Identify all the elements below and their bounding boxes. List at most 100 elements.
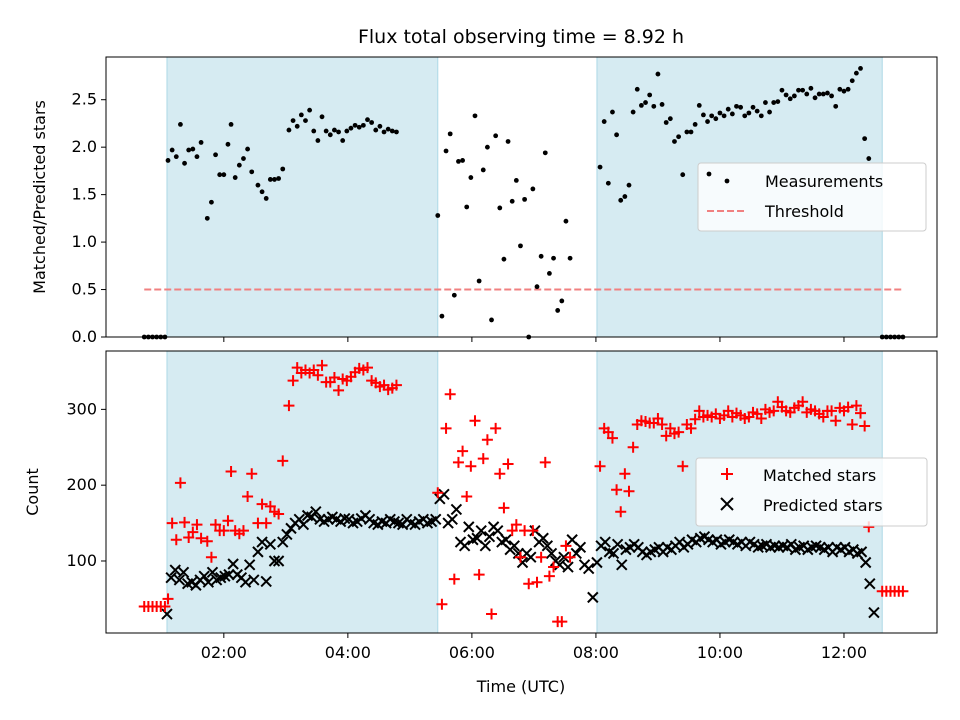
measurement-point	[701, 112, 706, 118]
predicted-star-point	[272, 555, 285, 567]
matched-star-point	[627, 441, 639, 453]
bottom-y-tick-label: 100	[66, 551, 97, 570]
measurement-point	[522, 196, 528, 202]
measurement-point	[228, 121, 234, 127]
legend-predicted-label: Predicted stars	[763, 496, 883, 515]
matched-star-point	[611, 484, 623, 496]
predicted-star-point	[545, 547, 558, 560]
measurement-point	[791, 93, 797, 99]
legend-predicted-marker	[720, 497, 734, 511]
matched-star-point	[755, 412, 767, 424]
legend-measurements-marker	[706, 171, 712, 177]
measurement-point	[327, 132, 333, 138]
top-y-tick-label: 2.5	[72, 90, 97, 109]
measurement-point	[209, 199, 214, 205]
measurement-point	[763, 100, 768, 105]
predicted-star-point	[438, 488, 450, 500]
matched-star-point	[210, 519, 222, 531]
measurement-point	[190, 146, 196, 152]
measurement-point	[249, 169, 255, 175]
measurement-point	[849, 78, 855, 84]
measurement-point	[464, 204, 470, 210]
matched-star-point	[490, 422, 502, 434]
x-tick-label: 12:00	[821, 643, 867, 662]
measurement-point	[241, 156, 246, 161]
bottom-x-axis-ticks: 02:00 04:00 06:00 08:00 10:00 12:00	[201, 633, 867, 662]
matched-star-point	[656, 419, 668, 431]
measurement-point	[659, 102, 665, 107]
top-y-axis-ticks: 0.0 0.5 1.0 1.5 2.0 2.5	[72, 90, 106, 346]
measurement-point	[315, 138, 321, 143]
matched-star-point	[436, 598, 448, 610]
measurement-point	[672, 139, 677, 144]
matched-star-point	[506, 525, 518, 537]
matched-star-point	[166, 517, 178, 529]
measurement-point	[169, 147, 175, 153]
matched-star-point	[159, 600, 171, 612]
measurement-point	[356, 124, 362, 130]
predicted-star-point	[541, 540, 554, 552]
measurement-point	[655, 71, 661, 77]
measurement-point	[186, 147, 192, 153]
matched-star-point	[531, 576, 543, 588]
predicted-star-point	[202, 576, 215, 588]
matched-star-point	[432, 487, 444, 499]
measurement-point	[255, 182, 261, 188]
predicted-star-point	[859, 556, 872, 569]
measurement-point	[610, 109, 615, 115]
matched-star-point	[619, 468, 631, 480]
measurement-point	[738, 104, 744, 110]
measurement-point	[858, 65, 863, 71]
matched-star-point	[218, 525, 230, 537]
measurement-point	[272, 177, 277, 182]
bottom-y-axis-ticks: 100 200 300	[66, 399, 106, 570]
matched-star-point	[689, 413, 701, 425]
predicted-star-point	[591, 556, 603, 569]
matched-star-point	[465, 460, 477, 472]
matched-star-point	[246, 468, 258, 480]
matched-star-point	[556, 616, 568, 628]
measurement-point	[360, 122, 366, 128]
matched-star-point	[461, 491, 473, 503]
matched-star-point	[477, 453, 489, 465]
matched-star-point	[187, 526, 199, 538]
matched-star-point	[237, 525, 249, 537]
matched-star-point	[333, 384, 345, 396]
measurement-point	[680, 172, 686, 178]
predicted-star-point	[430, 513, 442, 525]
matched-star-point	[897, 585, 909, 597]
measurement-point	[348, 125, 354, 131]
predicted-star-point	[173, 574, 186, 586]
measurement-point	[173, 154, 179, 160]
matched-star-point	[846, 419, 858, 431]
measurement-point	[451, 292, 457, 298]
measurement-point	[853, 70, 859, 76]
measurement-point	[352, 122, 358, 128]
matched-star-point	[564, 551, 576, 563]
predicted-star-point	[562, 561, 574, 573]
measurement-point	[501, 256, 507, 262]
measurement-point	[796, 87, 801, 93]
x-axis-label: Time (UTC)	[476, 677, 565, 696]
measurement-point	[825, 90, 830, 96]
top-y-tick-label: 2.0	[72, 137, 97, 156]
measurement-point	[460, 158, 465, 163]
measurement-point	[547, 271, 552, 276]
predicted-star-point	[868, 606, 880, 619]
matched-star-point	[277, 455, 289, 467]
measurement-point	[217, 172, 223, 178]
predicted-star-point	[855, 546, 868, 558]
measurement-point	[489, 317, 494, 323]
x-tick-label: 08:00	[573, 643, 619, 662]
measurement-point	[829, 93, 834, 99]
predicted-star-point	[206, 566, 219, 579]
predicted-star-point	[525, 551, 537, 563]
matched-star-point	[817, 411, 829, 423]
matched-star-point	[328, 372, 340, 384]
matched-star-point	[473, 569, 485, 581]
measurement-point	[435, 213, 441, 218]
matched-star-point	[312, 369, 324, 381]
matched-star-point	[494, 468, 506, 480]
predicted-star-point	[281, 528, 293, 541]
top-x-axis-ticks	[223, 337, 845, 342]
